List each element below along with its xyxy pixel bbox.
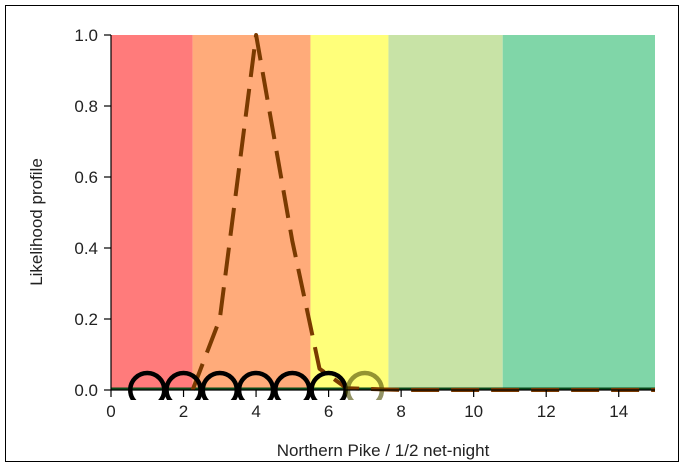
background-bands — [111, 35, 655, 390]
y-tick-label: 0.0 — [74, 381, 98, 400]
y-tick-label: 1.0 — [74, 26, 98, 45]
y-tick-label: 0.4 — [74, 239, 98, 258]
y-axis-ticks: 0.0 0.2 0.4 0.6 0.8 1.0 — [74, 26, 111, 400]
x-tick-label: 6 — [324, 402, 333, 421]
background-band-5 — [502, 35, 655, 390]
y-tick-label: 0.2 — [74, 310, 98, 329]
axes — [110, 35, 655, 391]
x-axis-label: Northern Pike / 1/2 net-night — [277, 441, 490, 460]
x-tick-label: 14 — [609, 402, 628, 421]
background-band-2 — [192, 35, 311, 390]
x-tick-label: 2 — [179, 402, 188, 421]
x-tick-label: 0 — [106, 402, 115, 421]
background-band-1 — [111, 35, 193, 390]
background-band-4 — [388, 35, 503, 390]
y-tick-label: 0.6 — [74, 168, 98, 187]
x-tick-label: 4 — [251, 402, 260, 421]
x-tick-label: 10 — [464, 402, 483, 421]
y-axis-label: Likelihood profile — [27, 158, 46, 286]
x-tick-label: 8 — [396, 402, 405, 421]
background-band-3 — [310, 35, 389, 390]
x-tick-label: 12 — [537, 402, 556, 421]
x-axis-ticks: 0 2 4 6 8 10 12 14 — [106, 390, 628, 421]
y-tick-label: 0.8 — [74, 97, 98, 116]
